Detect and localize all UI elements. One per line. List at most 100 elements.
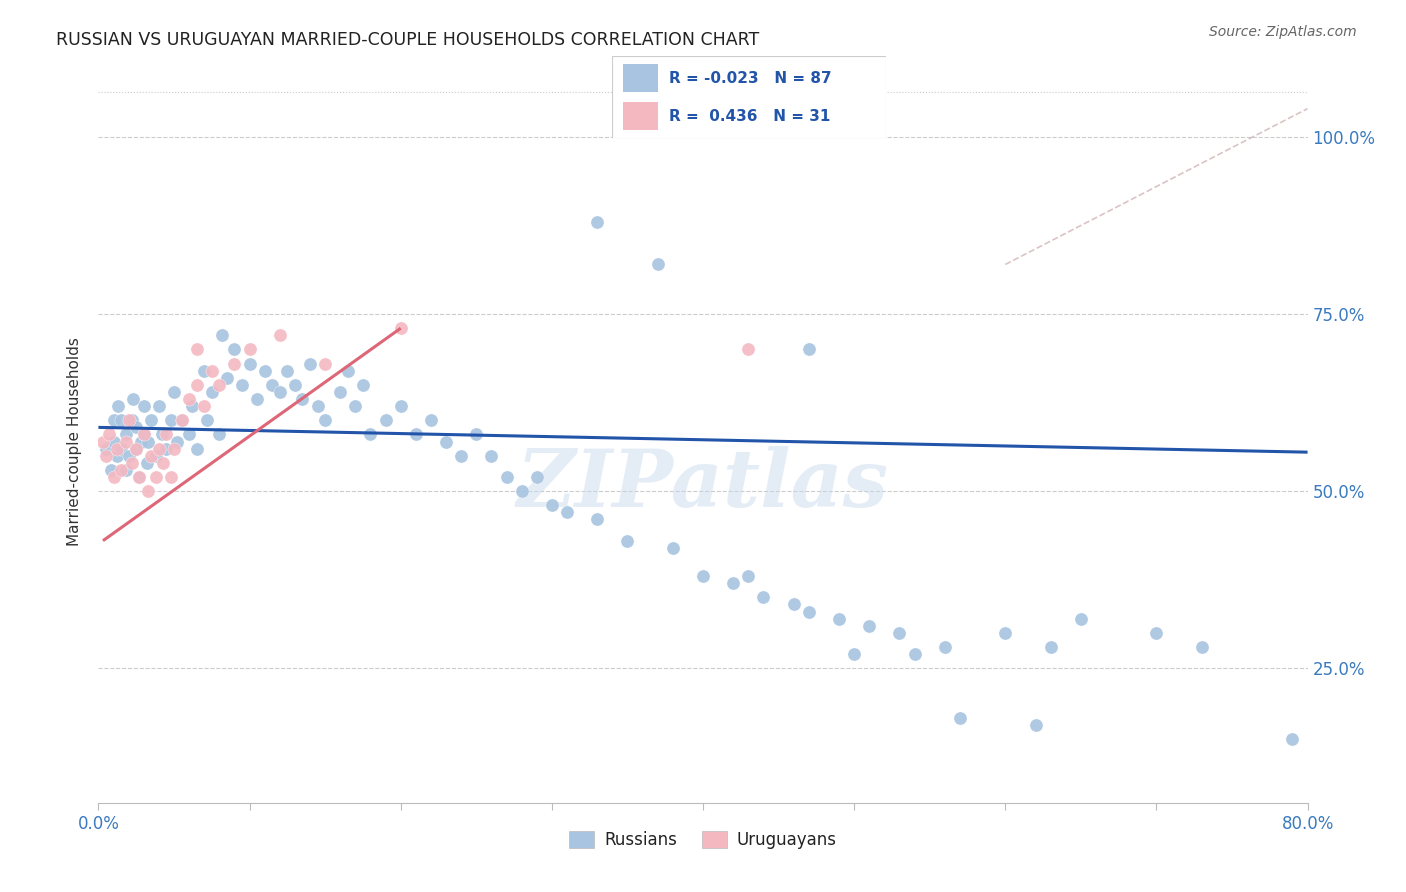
Point bbox=[889, 625, 911, 640]
Point bbox=[145, 449, 167, 463]
Point bbox=[389, 321, 412, 335]
Point bbox=[128, 470, 150, 484]
Point bbox=[170, 413, 193, 427]
Point bbox=[114, 427, 136, 442]
Point bbox=[246, 392, 269, 406]
Point bbox=[163, 384, 186, 399]
Point bbox=[262, 377, 284, 392]
Text: R =  0.436   N = 31: R = 0.436 N = 31 bbox=[669, 109, 831, 124]
Point bbox=[186, 377, 208, 392]
Point bbox=[586, 215, 609, 229]
Point bbox=[110, 413, 132, 427]
Legend: Russians, Uruguayans: Russians, Uruguayans bbox=[562, 824, 844, 856]
Point bbox=[797, 605, 820, 619]
Point bbox=[155, 442, 177, 456]
Point bbox=[307, 399, 329, 413]
Point bbox=[215, 371, 238, 385]
Point bbox=[1281, 732, 1303, 747]
Point bbox=[692, 569, 714, 583]
Point bbox=[783, 598, 806, 612]
Point bbox=[110, 442, 132, 456]
Point bbox=[797, 343, 820, 357]
Point bbox=[103, 413, 125, 427]
Point bbox=[661, 541, 683, 555]
Point bbox=[994, 625, 1017, 640]
Point bbox=[181, 399, 204, 413]
Point bbox=[160, 470, 183, 484]
Point bbox=[586, 512, 609, 526]
Point bbox=[152, 456, 174, 470]
Point bbox=[284, 377, 307, 392]
Point bbox=[129, 434, 152, 449]
Text: Source: ZipAtlas.com: Source: ZipAtlas.com bbox=[1209, 25, 1357, 39]
Point bbox=[405, 427, 427, 442]
Point bbox=[352, 377, 374, 392]
Point bbox=[94, 449, 117, 463]
Point bbox=[141, 449, 163, 463]
Point bbox=[170, 413, 193, 427]
Point bbox=[828, 612, 851, 626]
Point bbox=[125, 442, 148, 456]
Point bbox=[201, 364, 224, 378]
Point bbox=[148, 399, 170, 413]
FancyBboxPatch shape bbox=[612, 56, 886, 138]
Point bbox=[360, 427, 382, 442]
Point bbox=[844, 647, 866, 661]
Point bbox=[125, 442, 148, 456]
Point bbox=[329, 384, 352, 399]
Point bbox=[121, 413, 143, 427]
Point bbox=[344, 399, 367, 413]
Point bbox=[208, 377, 231, 392]
Point bbox=[616, 533, 638, 548]
Point bbox=[163, 442, 186, 456]
Point bbox=[239, 357, 262, 371]
Point bbox=[253, 364, 276, 378]
Point bbox=[481, 449, 503, 463]
Point bbox=[135, 456, 157, 470]
Y-axis label: Married-couple Households: Married-couple Households bbox=[67, 337, 83, 546]
Point bbox=[389, 399, 412, 413]
Point bbox=[193, 399, 215, 413]
Point bbox=[314, 413, 336, 427]
Point bbox=[193, 364, 215, 378]
Point bbox=[166, 434, 188, 449]
Point bbox=[314, 357, 336, 371]
Point bbox=[195, 413, 218, 427]
Text: ZIPatlas: ZIPatlas bbox=[517, 446, 889, 524]
Point bbox=[145, 470, 167, 484]
Point bbox=[434, 434, 457, 449]
Point bbox=[136, 484, 159, 499]
Point bbox=[186, 343, 208, 357]
Point bbox=[107, 399, 129, 413]
Point bbox=[336, 364, 359, 378]
Point bbox=[231, 377, 253, 392]
Point bbox=[224, 343, 246, 357]
Point bbox=[103, 470, 125, 484]
Point bbox=[118, 413, 141, 427]
Point bbox=[269, 384, 291, 399]
Point bbox=[420, 413, 443, 427]
Point bbox=[118, 449, 141, 463]
Point bbox=[495, 470, 517, 484]
Point bbox=[148, 442, 170, 456]
Point bbox=[208, 427, 231, 442]
Point bbox=[374, 413, 396, 427]
Point bbox=[114, 434, 136, 449]
Point bbox=[1191, 640, 1213, 654]
Point bbox=[201, 384, 224, 399]
Point bbox=[132, 399, 155, 413]
Point bbox=[1144, 625, 1167, 640]
Point bbox=[103, 434, 125, 449]
Point bbox=[91, 434, 114, 449]
Point bbox=[105, 449, 128, 463]
Point bbox=[155, 427, 177, 442]
Point bbox=[737, 343, 759, 357]
Point bbox=[934, 640, 956, 654]
Point bbox=[1024, 718, 1046, 732]
Point bbox=[186, 442, 208, 456]
Point bbox=[121, 456, 143, 470]
Point bbox=[179, 392, 201, 406]
Point bbox=[450, 449, 472, 463]
Bar bbox=[623, 103, 658, 130]
Point bbox=[160, 413, 183, 427]
